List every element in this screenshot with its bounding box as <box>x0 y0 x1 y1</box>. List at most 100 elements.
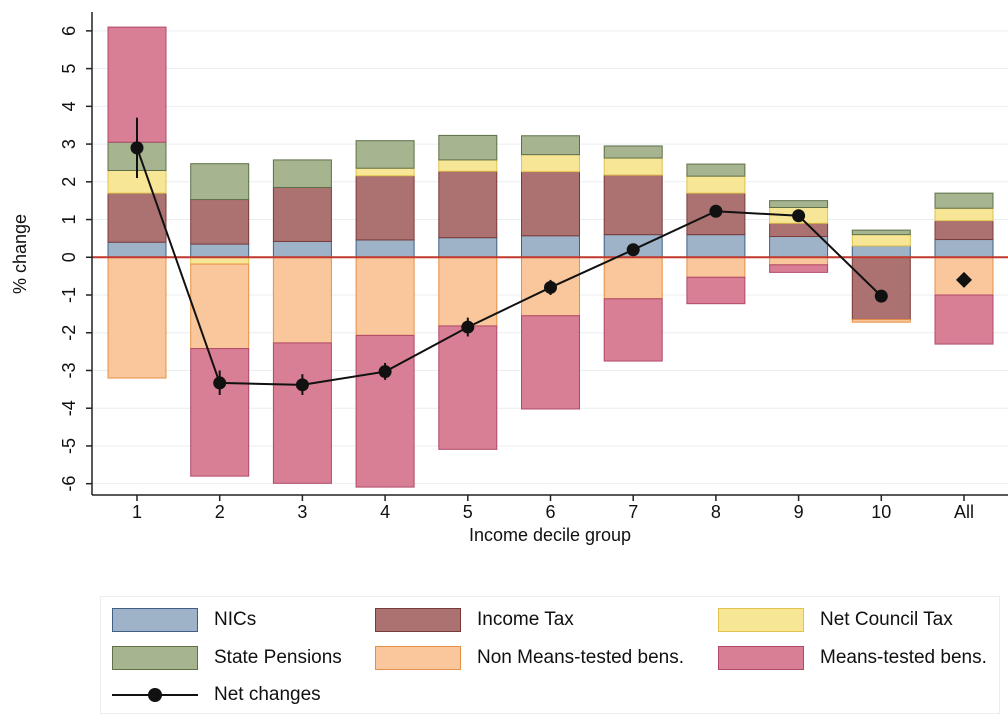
bar-segment <box>521 171 580 237</box>
bar-segment <box>769 256 829 266</box>
net-point <box>378 365 392 379</box>
legend-label-net-council-tax: Net Council Tax <box>820 609 953 630</box>
x-tick-label: 9 <box>794 502 804 522</box>
net-point <box>874 289 888 303</box>
y-tick-label: -3 <box>59 362 79 378</box>
x-tick-label: 6 <box>545 502 555 522</box>
bar-segment <box>190 348 250 477</box>
bar-segment <box>190 243 250 258</box>
y-tick-label: -2 <box>59 325 79 341</box>
x-tick-label: 3 <box>297 502 307 522</box>
legend: NICs Income Tax Net Council Tax State Pe… <box>100 596 1000 714</box>
legend-swatch-state-pensions <box>112 646 198 670</box>
x-tick-label: 10 <box>871 502 891 522</box>
net-point <box>130 141 144 155</box>
y-tick-label: 2 <box>59 177 79 187</box>
legend-item-net-council-tax: Net Council Tax <box>718 606 953 634</box>
bar-segment <box>190 163 250 201</box>
bar-segment <box>438 237 498 258</box>
net-point <box>626 243 640 257</box>
bar-segment <box>603 256 663 300</box>
bar-segment <box>272 159 332 188</box>
bar-segment <box>272 256 332 344</box>
bar-segment <box>521 154 580 173</box>
bar-segment <box>851 245 911 258</box>
x-tick-label: 2 <box>215 502 225 522</box>
legend-item-means-tested: Means-tested bens. <box>718 644 987 672</box>
bar-segment <box>107 256 167 379</box>
bar-segment <box>686 234 746 258</box>
y-tick-label: -1 <box>59 287 79 303</box>
bar-segment <box>355 256 415 336</box>
bar-segment <box>190 199 250 245</box>
net-point-diamond <box>956 271 972 288</box>
legend-item-non-means-tested: Non Means-tested bens. <box>375 644 684 672</box>
bar-segment <box>190 256 250 265</box>
y-tick-label: 4 <box>59 101 79 111</box>
bar-segment <box>934 239 994 258</box>
bar-segment <box>355 140 415 169</box>
bar-segment <box>438 134 498 161</box>
bar-segment <box>934 220 994 241</box>
bar-segment <box>934 207 994 222</box>
y-axis-ticks: 6 5 4 3 2 1 0 -1 -2 -3 -4 -5 -6 <box>59 26 92 492</box>
y-tick-label: 0 <box>59 252 79 262</box>
bar-segment <box>107 241 167 258</box>
bar-segment <box>355 167 415 177</box>
bar-segment <box>603 157 663 176</box>
x-axis-label: Income decile group <box>469 525 631 545</box>
bar-segment <box>686 256 746 278</box>
legend-swatch-net-council-tax <box>718 608 804 632</box>
bar-segment <box>438 325 498 450</box>
bar-segment <box>603 174 663 236</box>
legend-label-income-tax: Income Tax <box>477 609 574 630</box>
legend-label-net-changes: Net changes <box>214 684 321 705</box>
legend-label-nics: NICs <box>214 609 257 630</box>
x-tick-label: 7 <box>628 502 638 522</box>
bar-segment <box>686 163 746 177</box>
legend-item-net-changes: Net changes <box>112 681 321 709</box>
legend-swatch-net-changes <box>112 683 198 707</box>
bar-segment <box>603 145 663 159</box>
net-point <box>295 378 309 392</box>
x-tick-label: 8 <box>711 502 721 522</box>
bar-segment <box>851 234 911 247</box>
y-tick-label: 1 <box>59 215 79 225</box>
y-tick-label: -5 <box>59 438 79 454</box>
x-axis-ticks: 1 2 3 4 5 6 7 8 9 10 All <box>132 495 974 522</box>
bar-segment <box>355 334 415 488</box>
legend-item-nics: NICs <box>112 606 256 634</box>
net-changes-line <box>136 147 882 386</box>
legend-label-means-tested: Means-tested bens. <box>820 647 987 668</box>
y-tick-label: 5 <box>59 64 79 74</box>
bar-segment <box>934 192 994 209</box>
bar-segment <box>603 298 663 362</box>
bar-segment <box>851 256 911 321</box>
bar-segment <box>686 175 746 194</box>
bar-segment <box>355 175 415 241</box>
bar-segment <box>851 319 911 323</box>
bar-segment <box>438 159 498 172</box>
net-point <box>461 320 475 334</box>
bar-segment <box>272 240 332 258</box>
legend-swatch-income-tax <box>375 608 461 632</box>
bar-segment <box>934 294 994 345</box>
net-point <box>544 280 557 294</box>
legend-swatch-non-means-tested <box>375 646 461 670</box>
bar-segment <box>769 264 829 273</box>
bar-segment <box>438 256 498 327</box>
bar-segment <box>521 235 580 258</box>
net-point <box>792 209 806 223</box>
bar-segment <box>190 263 250 350</box>
legend-swatch-nics <box>112 608 198 632</box>
x-tick-label: All <box>954 502 974 522</box>
bar-segment <box>272 342 332 484</box>
bars <box>107 26 994 488</box>
net-point <box>213 376 227 390</box>
x-tick-label: 1 <box>132 502 142 522</box>
x-tick-label: 4 <box>380 502 390 522</box>
bar-segment <box>272 186 332 242</box>
y-axis-label: % change <box>10 214 30 294</box>
legend-swatch-means-tested <box>718 646 804 670</box>
